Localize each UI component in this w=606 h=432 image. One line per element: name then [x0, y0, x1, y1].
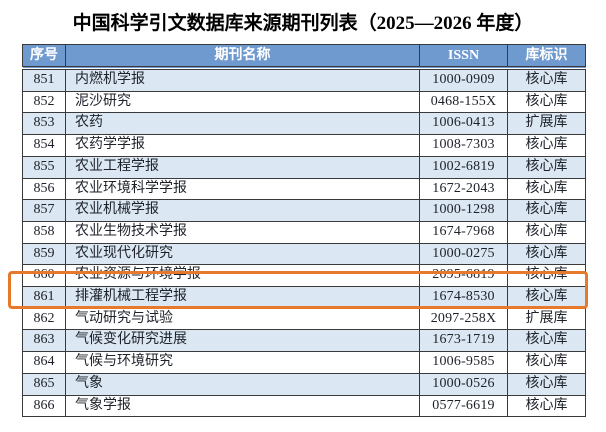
page-title: 中国科学引文数据库来源期刊列表（2025—2026 年度）	[72, 13, 534, 34]
table-row: 857 农业机械学报 1000-1298 核心库	[22, 199, 586, 222]
cell-issn: 1006-0413	[419, 112, 508, 136]
cell-journal-name: 泥沙研究	[65, 90, 420, 114]
cell-issn: 1672-2043	[419, 177, 508, 201]
cell-journal-name: 排灌机械工程学报	[65, 286, 420, 309]
table-row: 854 农药学学报 1008-7303 核心库	[22, 134, 586, 157]
cell-no: 861	[22, 286, 66, 309]
cell-no: 857	[22, 199, 66, 222]
cell-issn: 1008-7303	[419, 134, 508, 157]
cell-issn: 1000-0526	[419, 372, 508, 396]
cell-issn: 1000-0275	[419, 242, 508, 266]
cell-db: 核心库	[507, 67, 586, 92]
cell-issn: 1006-9585	[419, 351, 508, 374]
cell-journal-name: 农药	[65, 112, 420, 136]
cell-no: 851	[22, 67, 66, 92]
column-header-issn: ISSN	[419, 44, 508, 70]
cell-issn: 1674-8530	[419, 286, 508, 309]
cell-db: 核心库	[507, 264, 586, 288]
table-row: 858 农业生物技术学报 1674-7968 核心库	[22, 220, 586, 244]
table-row: 864 气候与环境研究 1006-9585 核心库	[22, 351, 586, 374]
cell-no: 856	[22, 177, 66, 201]
cell-no: 865	[22, 372, 66, 396]
table-row: 860 农业资源与环境学报 2095-6819 核心库	[22, 264, 586, 288]
journal-list-table: 序号 期刊名称 ISSN 库标识 851 内燃机学报 1000-0909 核心库…	[22, 44, 586, 418]
cell-issn: 1000-0909	[419, 67, 508, 92]
cell-journal-name: 农业现代化研究	[65, 242, 420, 266]
cell-db: 核心库	[507, 134, 586, 157]
cell-db: 核心库	[507, 220, 586, 244]
cell-issn: 1000-1298	[419, 199, 508, 222]
cell-db: 核心库	[507, 329, 586, 353]
cell-issn: 2095-6819	[419, 264, 508, 288]
table-row: 859 农业现代化研究 1000-0275 核心库	[22, 242, 586, 266]
cell-journal-name: 农业工程学报	[65, 155, 420, 179]
table-header-row: 序号 期刊名称 ISSN 库标识	[22, 44, 586, 70]
cell-journal-name: 农业资源与环境学报	[65, 264, 420, 288]
cell-no: 858	[22, 220, 66, 244]
table-row: 853 农药 1006-0413 扩展库	[22, 112, 586, 136]
cell-journal-name: 气动研究与试验	[65, 307, 420, 331]
table-row: 862 气动研究与试验 2097-258X 扩展库	[22, 307, 586, 331]
table-row: 863 气候变化研究进展 1673-1719 核心库	[22, 329, 586, 353]
cell-no: 853	[22, 112, 66, 136]
cell-journal-name: 气象	[65, 372, 420, 396]
table-row: 866 气象学报 0577-6619 核心库	[22, 394, 586, 418]
table-row-highlighted: 861 排灌机械工程学报 1674-8530 核心库	[22, 286, 586, 309]
cell-issn: 0468-155X	[419, 90, 508, 114]
cell-db: 核心库	[507, 351, 586, 374]
cell-db: 核心库	[507, 242, 586, 266]
cell-db: 核心库	[507, 155, 586, 179]
column-header-db: 库标识	[507, 44, 586, 70]
cell-no: 863	[22, 329, 66, 353]
cell-no: 855	[22, 155, 66, 179]
cell-db: 核心库	[507, 372, 586, 396]
cell-journal-name: 农业生物技术学报	[65, 220, 420, 244]
cell-db: 核心库	[507, 177, 586, 201]
table-row: 865 气象 1000-0526 核心库	[22, 372, 586, 396]
cell-no: 860	[22, 264, 66, 288]
cell-db: 核心库	[507, 90, 586, 114]
cell-db: 扩展库	[507, 307, 586, 331]
cell-issn: 2097-258X	[419, 307, 508, 331]
cell-issn: 1002-6819	[419, 155, 508, 179]
cell-no: 866	[22, 394, 66, 418]
column-header-no: 序号	[22, 44, 66, 70]
cell-no: 859	[22, 242, 66, 266]
cell-journal-name: 农业环境科学学报	[65, 177, 420, 201]
cell-db: 扩展库	[507, 112, 586, 136]
cell-no: 854	[22, 134, 66, 157]
cell-db: 核心库	[507, 199, 586, 222]
cell-journal-name: 农业机械学报	[65, 199, 420, 222]
cell-db: 核心库	[507, 394, 586, 418]
table-row: 851 内燃机学报 1000-0909 核心库	[22, 67, 586, 92]
cell-no: 852	[22, 90, 66, 114]
cell-issn: 1674-7968	[419, 220, 508, 244]
cell-journal-name: 气候变化研究进展	[65, 329, 420, 353]
table-row: 855 农业工程学报 1002-6819 核心库	[22, 155, 586, 179]
cell-journal-name: 气象学报	[65, 394, 420, 418]
table-row: 852 泥沙研究 0468-155X 核心库	[22, 90, 586, 114]
cell-no: 864	[22, 351, 66, 374]
column-header-name: 期刊名称	[65, 44, 420, 70]
cell-issn: 0577-6619	[419, 394, 508, 418]
cell-db: 核心库	[507, 286, 586, 309]
cell-no: 862	[22, 307, 66, 331]
cell-issn: 1673-1719	[419, 329, 508, 353]
table-row: 856 农业环境科学学报 1672-2043 核心库	[22, 177, 586, 201]
cell-journal-name: 农药学学报	[65, 134, 420, 157]
cell-journal-name: 内燃机学报	[65, 67, 420, 92]
cell-journal-name: 气候与环境研究	[65, 351, 420, 374]
